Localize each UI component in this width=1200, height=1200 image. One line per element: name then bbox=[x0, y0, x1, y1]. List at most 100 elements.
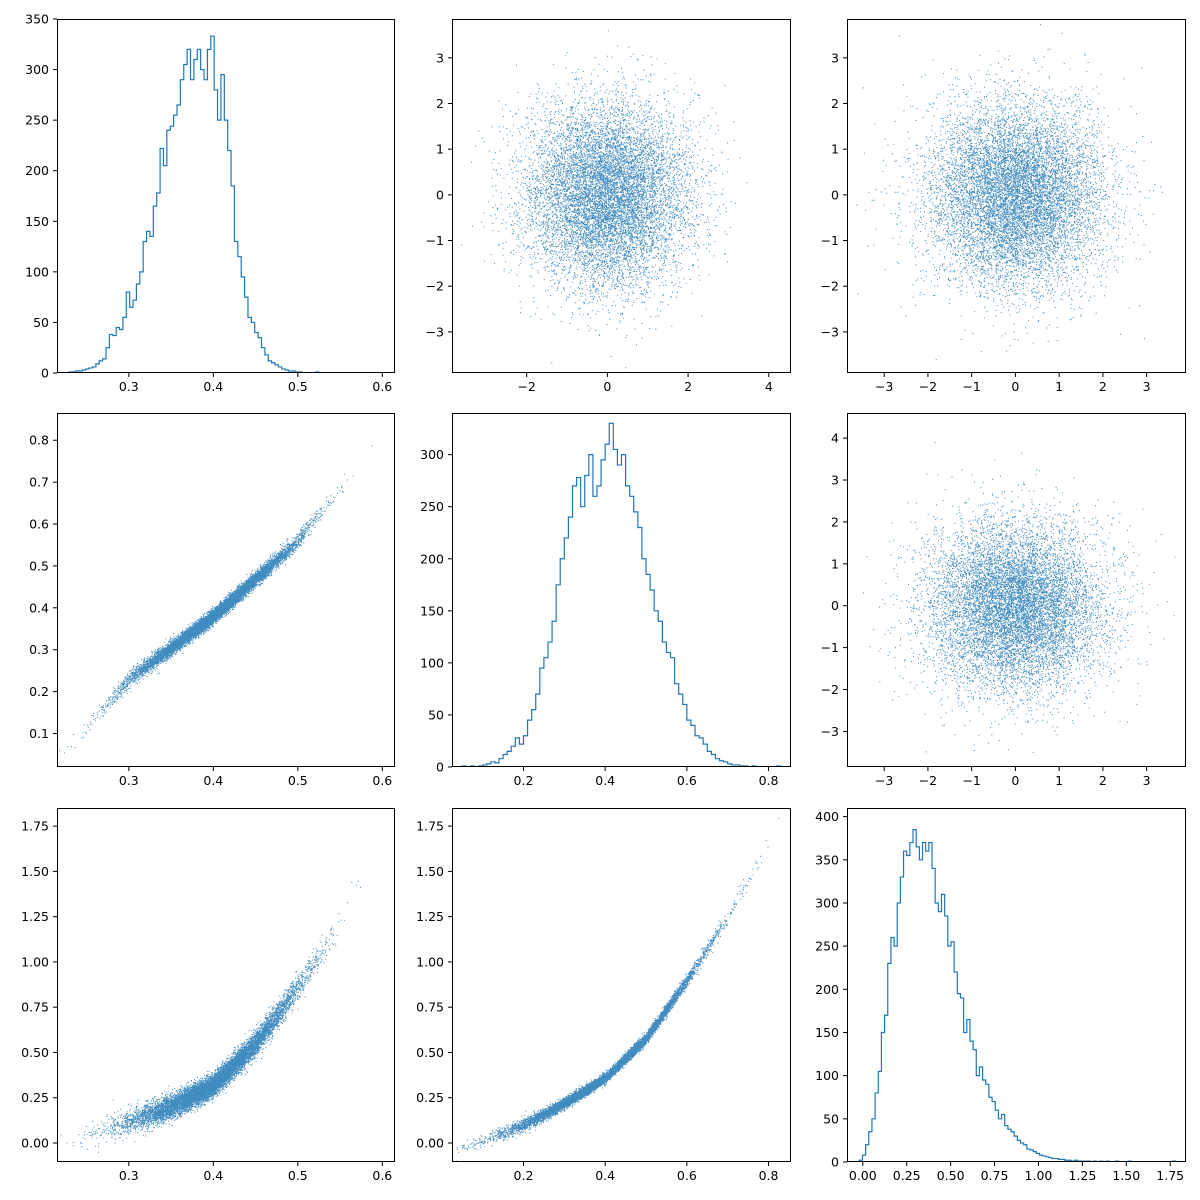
x-tick-label: 0 bbox=[603, 379, 611, 394]
x-tick-label: 0.8 bbox=[759, 1168, 779, 1183]
y-tick-label: −1 bbox=[821, 640, 839, 655]
x-tick-label: 0.4 bbox=[595, 773, 615, 788]
axes-frame bbox=[848, 20, 1186, 373]
plot-area bbox=[439, 30, 748, 408]
x-tick-label: 1.75 bbox=[1156, 1168, 1184, 1183]
plot-area bbox=[863, 442, 1200, 770]
y-tick-label: 4 bbox=[831, 431, 839, 446]
y-tick-label: 200 bbox=[815, 982, 839, 997]
y-tick-label: −3 bbox=[821, 324, 839, 339]
x-tick-label: −3 bbox=[875, 379, 893, 394]
y-tick-label: 1.00 bbox=[416, 954, 444, 969]
x-tick-label: 1.00 bbox=[1025, 1168, 1053, 1183]
x-tick-label: 0.5 bbox=[288, 773, 308, 788]
y-tick-label: 150 bbox=[815, 1025, 839, 1040]
x-tick-label: 1 bbox=[1055, 379, 1063, 394]
x-tick-label: 0.5 bbox=[288, 1168, 308, 1183]
x-tick-label: 0.3 bbox=[119, 773, 139, 788]
y-tick-label: −3 bbox=[426, 324, 444, 339]
y-tick-label: 300 bbox=[25, 62, 49, 77]
y-tick-label: 300 bbox=[420, 447, 444, 462]
panel-row2-col0: 0.3 0.4 0.5 0.60.000.250.500.751.001.251.50… bbox=[21, 809, 394, 1184]
y-tick-label: 0.7 bbox=[29, 475, 49, 490]
x-tick-label: 2 bbox=[1099, 379, 1107, 394]
x-tick-label: 0.75 bbox=[981, 1168, 1009, 1183]
x-tick-label: 0.25 bbox=[893, 1168, 921, 1183]
y-tick-label: 100 bbox=[815, 1068, 839, 1083]
x-tick-label: 0.6 bbox=[677, 1168, 697, 1183]
y-tick-label: 0.50 bbox=[21, 1045, 49, 1060]
plot-area bbox=[859, 830, 1175, 1162]
y-tick-label: 3 bbox=[831, 473, 839, 488]
y-tick-label: 0 bbox=[436, 760, 444, 775]
y-tick-label: −2 bbox=[821, 682, 839, 697]
axes-frame bbox=[453, 20, 791, 373]
y-tick-label: 1 bbox=[831, 556, 839, 571]
axes-frame bbox=[453, 809, 791, 1162]
y-tick-label: −2 bbox=[426, 279, 444, 294]
y-tick-label: 1.00 bbox=[21, 954, 49, 969]
x-tick-label: 3 bbox=[1143, 379, 1151, 394]
x-tick-label: 0.4 bbox=[595, 1168, 615, 1183]
y-tick-label: 0.50 bbox=[416, 1045, 444, 1060]
histogram-step-line bbox=[859, 830, 1175, 1162]
x-tick-label: 0.4 bbox=[203, 773, 223, 788]
x-tick-label: 0.6 bbox=[372, 773, 392, 788]
panel-row2-col1: 0.2 0.4 0.6 0.80.000.250.500.751.001.251.50… bbox=[416, 809, 790, 1184]
y-tick-label: 150 bbox=[25, 214, 49, 229]
y-tick-label: 0.2 bbox=[29, 684, 49, 699]
y-tick-label: 1.75 bbox=[21, 819, 49, 834]
y-tick-label: 250 bbox=[420, 499, 444, 514]
y-tick-label: 2 bbox=[831, 514, 839, 529]
y-tick-label: 3 bbox=[436, 50, 444, 65]
x-tick-label: 3 bbox=[1143, 773, 1151, 788]
y-tick-label: 0.75 bbox=[416, 1000, 444, 1015]
y-tick-label: −2 bbox=[821, 279, 839, 294]
y-tick-label: 250 bbox=[25, 113, 49, 128]
y-tick-label: 50 bbox=[823, 1111, 839, 1126]
y-tick-label: 0.5 bbox=[29, 558, 49, 573]
y-tick-label: 1 bbox=[436, 142, 444, 157]
y-tick-label: 350 bbox=[815, 852, 839, 867]
y-tick-label: 50 bbox=[33, 315, 49, 330]
x-tick-label: 0.8 bbox=[759, 773, 779, 788]
x-tick-label: 0.6 bbox=[677, 773, 697, 788]
axes-frame bbox=[58, 809, 395, 1162]
y-tick-label: 300 bbox=[815, 895, 839, 910]
scatter-points bbox=[57, 881, 361, 1153]
plot-area bbox=[65, 36, 322, 373]
plot-area bbox=[57, 881, 361, 1153]
y-tick-label: 2 bbox=[831, 96, 839, 111]
axes-frame bbox=[848, 809, 1186, 1162]
y-tick-label: 100 bbox=[420, 655, 444, 670]
y-tick-label: 0.8 bbox=[29, 433, 49, 448]
y-tick-label: 250 bbox=[815, 939, 839, 954]
y-tick-label: 0.25 bbox=[21, 1090, 49, 1105]
y-tick-label: 0.1 bbox=[29, 726, 49, 741]
axes-frame bbox=[58, 20, 395, 373]
scatter-points bbox=[420, 818, 780, 1165]
x-tick-label: 4 bbox=[765, 379, 773, 394]
y-tick-label: 1.50 bbox=[416, 864, 444, 879]
x-tick-label: 1.25 bbox=[1068, 1168, 1096, 1183]
axes-frame bbox=[58, 414, 395, 767]
y-tick-label: 2 bbox=[436, 96, 444, 111]
y-tick-label: 400 bbox=[815, 809, 839, 824]
plot-area bbox=[420, 818, 780, 1165]
y-tick-label: 200 bbox=[420, 551, 444, 566]
axes-frame bbox=[453, 414, 791, 767]
y-tick-label: 0.00 bbox=[21, 1135, 49, 1150]
x-tick-label: 0.6 bbox=[372, 1168, 392, 1183]
x-tick-label: 2 bbox=[1099, 773, 1107, 788]
y-tick-label: 0.4 bbox=[29, 600, 49, 615]
y-tick-label: 0.25 bbox=[416, 1090, 444, 1105]
panel-row1-col0: 0.3 0.4 0.5 0.60.10.20.30.40.50.60.70.8 bbox=[29, 414, 394, 789]
histogram-step-line bbox=[462, 423, 781, 767]
y-tick-label: 1.75 bbox=[416, 819, 444, 834]
x-tick-label: 0.5 bbox=[288, 379, 308, 394]
